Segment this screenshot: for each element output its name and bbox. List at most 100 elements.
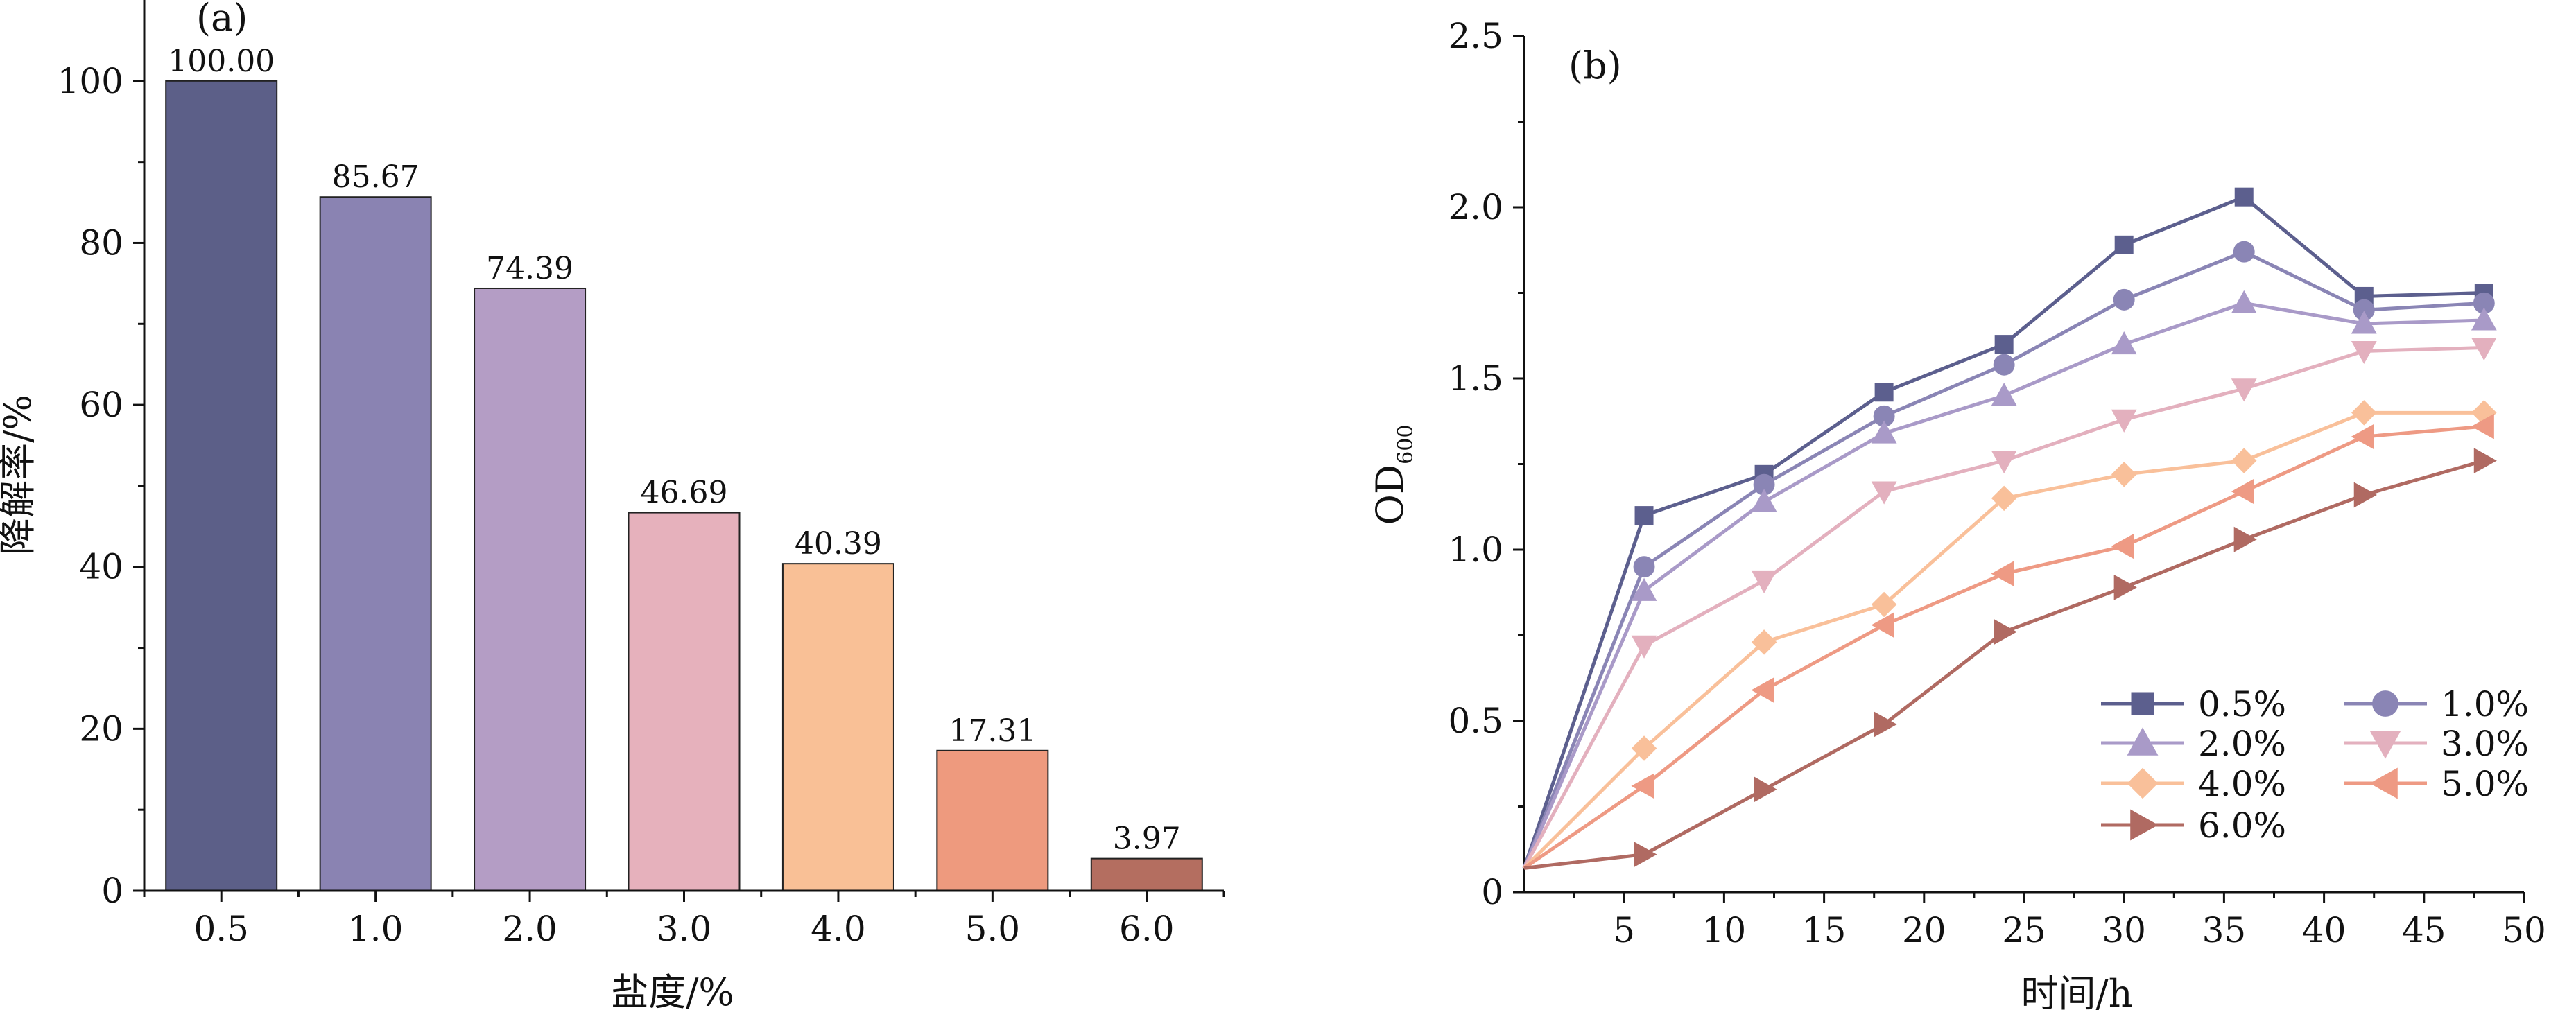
data-point	[1631, 735, 1657, 761]
y-axis-title-b: OD600	[1368, 425, 1418, 525]
x-tick-label: 0.5	[193, 909, 249, 949]
series-line	[1523, 410, 2484, 870]
bar-value-label: 40.39	[795, 526, 882, 561]
data-point	[2231, 448, 2257, 473]
data-point	[2111, 533, 2134, 559]
data-point	[2113, 574, 2137, 600]
legend-label: 5.0%	[2441, 764, 2529, 804]
series-1.0%	[1522, 241, 2495, 869]
data-point	[2231, 290, 2257, 313]
series-3.0%	[1522, 338, 2497, 869]
x-tick-label: 35	[2202, 910, 2247, 950]
bar	[165, 80, 278, 891]
x-tick-label: 2.0	[502, 909, 557, 949]
legend-item: 5.0%	[2344, 764, 2529, 804]
legend-marker	[2131, 692, 2154, 715]
x-tick-label: 45	[2402, 910, 2446, 950]
bar-value-label: 74.39	[486, 251, 573, 286]
data-point	[2351, 400, 2377, 426]
bar-value-label: 46.69	[641, 476, 728, 511]
legend-label: 2.0%	[2198, 724, 2286, 764]
bar	[781, 563, 894, 892]
data-point	[1991, 383, 2017, 406]
data-point	[2351, 311, 2377, 334]
data-point	[1751, 677, 1774, 703]
x-tick-label: 30	[2102, 910, 2146, 950]
series-2.0%	[1522, 290, 2497, 869]
legend-item: 3.0%	[2344, 724, 2529, 764]
data-point	[1994, 619, 2017, 645]
data-point	[1751, 629, 1777, 655]
y-tick-label: 1.5	[1448, 358, 1503, 399]
data-point	[1631, 773, 1654, 799]
bar-value-label: 85.67	[332, 159, 420, 195]
data-point	[1871, 481, 1897, 505]
data-point	[1634, 506, 1654, 525]
bar	[474, 287, 587, 891]
data-point	[1991, 561, 2014, 586]
x-axis-title-b: 时间/h	[2021, 972, 2133, 1016]
data-point	[2231, 378, 2257, 402]
bar-group: 100.00 85.67 74.39 46.69 40.39 17.31 3.97	[165, 44, 1203, 892]
data-point	[1871, 420, 1897, 444]
legend-label: 4.0%	[2198, 764, 2286, 804]
data-point	[2471, 307, 2497, 331]
series-4.0%	[1523, 400, 2497, 870]
legend-item: 6.0%	[2101, 805, 2286, 846]
data-point	[2231, 478, 2254, 505]
bar	[628, 512, 741, 891]
data-point	[1751, 570, 1777, 594]
data-point	[1634, 842, 1657, 868]
bar-chart-panel: 100.00 85.67 74.39 46.69 40.39 17.31 3.97 0 20 4…	[0, 0, 1225, 1014]
x-axis-title-a: 盐度/%	[611, 970, 734, 1014]
panel-label-b: (b)	[1568, 44, 1622, 87]
series-line	[1522, 346, 2484, 869]
series-group	[1522, 187, 2497, 870]
series-5.0%	[1523, 413, 2494, 870]
x-tick-label: 10	[1702, 910, 1747, 950]
y-tick-label: 0.5	[1448, 701, 1503, 741]
data-point	[2233, 526, 2257, 552]
y-tick-label: 0	[1481, 872, 1503, 912]
x-tick-label: 3.0	[657, 909, 712, 949]
x-tick-label: 5	[1613, 910, 1635, 950]
x-tick-label: 4.0	[811, 909, 866, 949]
bar-value-label: 17.31	[949, 713, 1036, 749]
legend-item: 1.0%	[2344, 684, 2529, 724]
y-tick-label: 2.0	[1448, 187, 1503, 227]
y-tick-label: 60	[79, 385, 123, 425]
legend-marker	[2127, 767, 2159, 799]
data-point	[2113, 288, 2135, 311]
data-point	[2111, 409, 2137, 433]
bar	[1090, 857, 1203, 891]
legend-item: 0.5%	[2101, 684, 2286, 724]
bar	[936, 749, 1049, 891]
data-point	[1993, 354, 2015, 376]
x-tick-label: 40	[2302, 910, 2346, 950]
y-axis-title-main: OD	[1368, 464, 1412, 525]
data-point	[1751, 489, 1777, 512]
y-tick-label: 40	[79, 547, 123, 587]
data-point	[2111, 331, 2137, 355]
data-point	[2351, 424, 2374, 450]
legend-item: 2.0%	[2101, 724, 2286, 764]
bar-chart-axes: 0 20 40 60 80 100 0.5 1.0 2.0 3.0 4.0 5.0 6.0	[58, 0, 1225, 949]
x-tick-label: 1.0	[348, 909, 404, 949]
y-axis-title-a: 降解率/%	[0, 394, 40, 555]
y-axis-title-subscript: 600	[1394, 425, 1418, 464]
data-point	[1991, 485, 2017, 512]
x-tick-label: 6.0	[1119, 909, 1175, 949]
data-point	[1874, 711, 1897, 738]
data-point	[2353, 482, 2377, 508]
x-tick-label: 25	[2002, 910, 2046, 950]
data-point	[1631, 577, 1657, 601]
legend-marker	[2369, 731, 2401, 759]
panel-label-a: (a)	[196, 0, 248, 40]
legend-marker	[2372, 690, 2398, 717]
series-6.0%	[1523, 448, 2497, 870]
data-point	[2351, 340, 2377, 365]
y-tick-label: 80	[79, 223, 123, 263]
data-point	[2111, 462, 2137, 487]
legend-item: 4.0%	[2101, 764, 2286, 804]
